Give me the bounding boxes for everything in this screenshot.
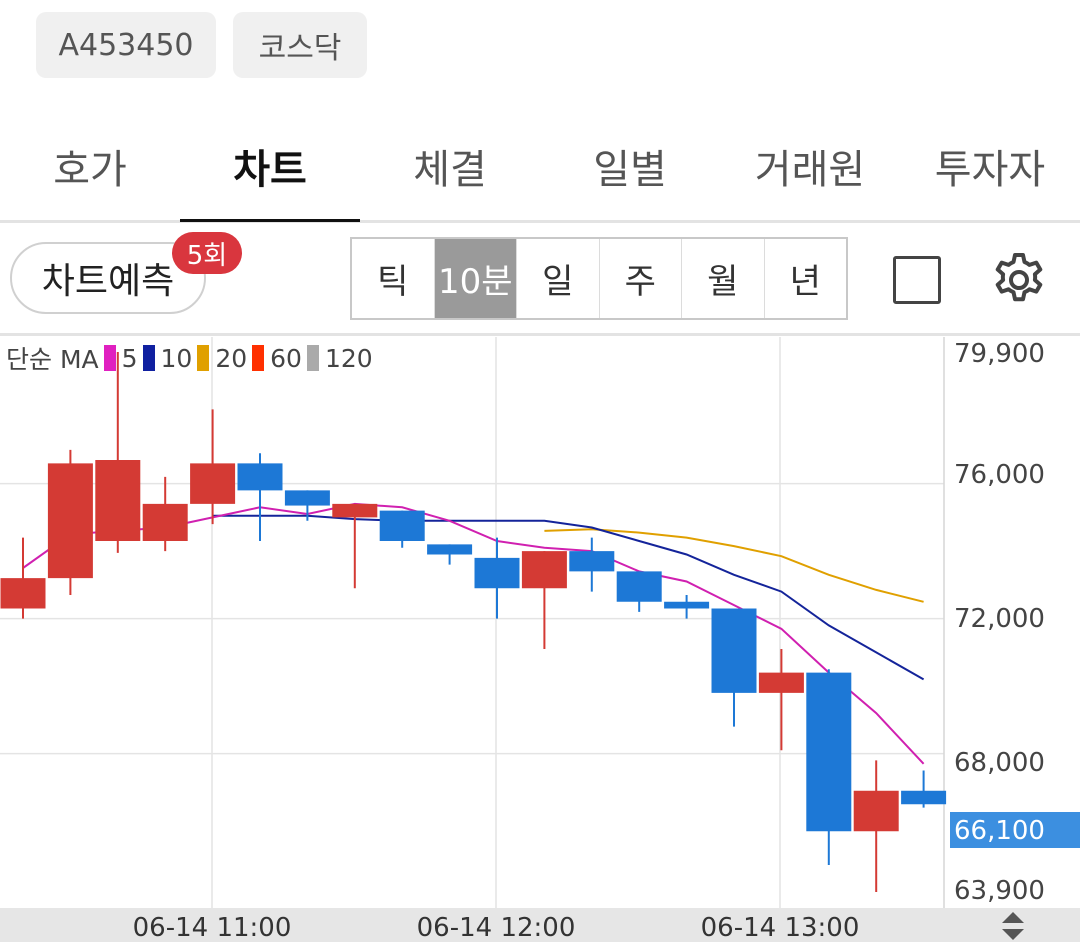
price-label-79900: 79,900 [954,339,1045,369]
candle-body [379,510,425,541]
candle-body [190,463,236,504]
candles [0,352,947,892]
period-month[interactable]: 월 [682,239,765,318]
ma60-label: 60 [270,343,302,373]
period-10min[interactable]: 10분 [434,239,517,318]
chart-grid [0,337,945,908]
price-label-63900: 63,900 [954,876,1045,906]
period-tick[interactable]: 틱 [352,239,435,318]
ma-legend-prefix: 단순 MA [6,345,99,374]
candle-body [901,790,947,805]
gear-icon[interactable] [990,251,1048,309]
time-label-1300: 06-14 13:00 [701,913,860,942]
candle-body [474,557,520,589]
candlestick-chart[interactable]: 06-14 11:00 06-14 12:00 06-14 13:00 66,1… [0,337,1080,942]
price-label-72000: 72,000 [954,604,1045,634]
candle-body [758,672,804,693]
market-chip[interactable]: 코스닥 [233,12,367,78]
tab-chart[interactable]: 차트 [233,147,307,193]
candle-body [0,578,46,609]
ma5-swatch [103,345,116,371]
candle-body [237,463,283,491]
candle-body [664,601,710,609]
time-label-1100: 06-14 11:00 [133,913,292,942]
ma5-line [22,502,925,765]
tab-investors[interactable]: 투자자 [934,147,1046,193]
ma120-label: 120 [324,343,373,373]
candle-body [142,503,188,541]
active-tab-indicator [180,219,360,222]
tab-orderbook[interactable]: 호가 [53,147,127,193]
predict-count-badge: 5회 [172,232,242,274]
chart-predict-label: 차트예측 [41,261,175,302]
period-selector: 틱 10분 일 주 월 년 [350,237,848,320]
stock-code: A453450 [58,27,194,63]
price-label-76000: 76,000 [954,460,1045,490]
tab-brokers[interactable]: 거래원 [754,147,866,193]
candle-body [806,672,852,832]
ma10-swatch [142,345,155,371]
ma20-line [544,528,924,603]
candle-body [521,551,567,589]
ma20-label: 20 [215,343,248,373]
candle-body [427,544,473,555]
ma10-label: 10 [160,343,193,373]
tab-bar: 호가 차트 체결 일별 거래원 투자자 [0,110,1080,222]
ma10-line [212,514,925,681]
ma5-label: 5 [121,343,138,373]
toolbar-divider [0,333,1080,336]
ma60-swatch [252,345,265,371]
candle-body [47,463,93,579]
square-icon[interactable] [893,256,941,304]
current-price-marker [950,812,1080,848]
time-axis-bar [0,908,1080,942]
updown-arrows-icon[interactable] [1000,910,1026,942]
candle-body [569,551,615,572]
candle-body [711,608,757,693]
period-day[interactable]: 일 [517,239,600,318]
tab-daily[interactable]: 일별 [593,147,667,193]
market-name: 코스닥 [258,31,342,66]
price-label-68000: 68,000 [954,748,1045,778]
period-year[interactable]: 년 [789,262,821,302]
period-week[interactable]: 주 [600,239,682,318]
current-price-label: 66,100 [954,816,1045,846]
candle-body [332,503,378,518]
tab-divider [0,220,1080,223]
moving-average-lines [22,502,925,765]
tab-trades[interactable]: 체결 [413,147,487,193]
ma-legend: 단순 MA 5 10 20 60 120 [6,340,373,376]
ma20-swatch [197,345,210,371]
ma120-swatch [306,345,319,371]
candle-body [95,460,141,541]
time-label-1200: 06-14 12:00 [417,913,576,942]
candle-body [284,490,330,506]
candle-body [616,571,662,602]
stock-code-chip[interactable]: A453450 [36,12,216,78]
candle-body [853,790,899,832]
